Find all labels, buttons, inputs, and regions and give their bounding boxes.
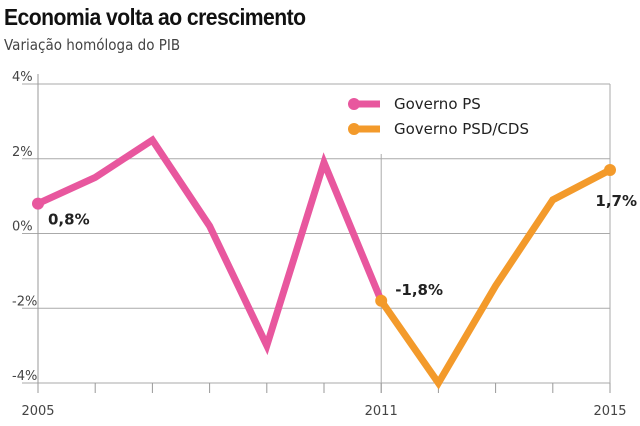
series-line-1: [378, 166, 612, 390]
data-point: [604, 163, 616, 176]
y-tick-label: 0%: [12, 220, 33, 235]
data-point: [375, 294, 388, 307]
y-tick-label: -4%: [12, 369, 37, 384]
legend-dot: [348, 98, 360, 110]
y-tick-label: -2%: [12, 294, 37, 309]
x-tick-label: 2005: [21, 404, 54, 419]
legend-dot: [348, 123, 360, 135]
data-label: 1,7%: [595, 192, 637, 210]
data-label: 0,8%: [48, 211, 90, 229]
series-line-0: [36, 135, 385, 356]
legend-label: Governo PSD/CDS: [394, 120, 529, 138]
chart-title: Economia volta ao crescimento: [4, 4, 306, 30]
x-tick-label: 2015: [593, 404, 626, 419]
x-tick-label: 2011: [365, 404, 398, 419]
data-point: [32, 197, 44, 210]
y-tick-label: 2%: [12, 145, 33, 160]
chart-subtitle: Variação homóloga do PIB: [4, 36, 181, 54]
y-tick-label: 4%: [12, 70, 33, 85]
legend-label: Governo PS: [394, 95, 481, 113]
data-label: -1,8%: [395, 281, 443, 299]
